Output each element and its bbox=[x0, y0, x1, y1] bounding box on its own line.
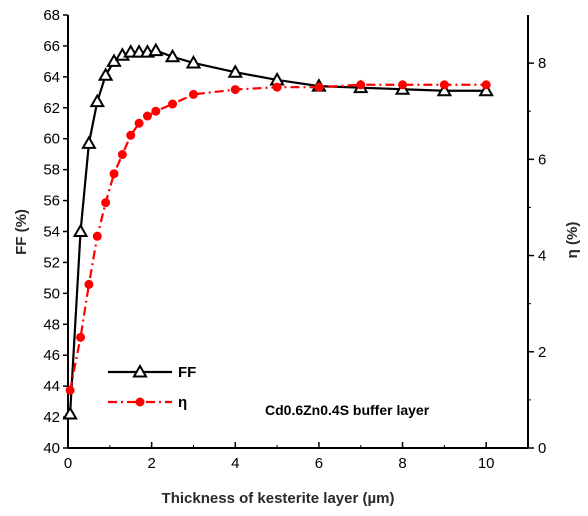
x-axis-label: Thickness of kesterite layer (µm) bbox=[162, 490, 395, 507]
y-right-tick-label: 0 bbox=[538, 440, 546, 457]
series-eta-point bbox=[481, 80, 491, 90]
series-ff-point bbox=[97, 67, 114, 81]
series-eta-point bbox=[76, 332, 86, 342]
series-ff-point bbox=[227, 64, 243, 78]
series-eta-point bbox=[65, 385, 75, 395]
series-ff-point bbox=[164, 48, 181, 63]
series-eta-point bbox=[92, 231, 102, 241]
series-eta-point bbox=[314, 82, 324, 92]
series-eta-point bbox=[134, 118, 144, 128]
y-left-tick-label: 46 bbox=[43, 347, 60, 364]
y-left-tick-label: 50 bbox=[43, 285, 60, 302]
y-left-tick-label: 44 bbox=[43, 378, 60, 395]
series-ff bbox=[62, 42, 494, 420]
series-eta-point bbox=[356, 80, 366, 90]
legend-label-ff: FF bbox=[178, 364, 196, 381]
y-axis-left-label: FF (%) bbox=[13, 209, 30, 255]
y-left-tick-label: 54 bbox=[43, 224, 60, 241]
series-eta-point bbox=[272, 82, 282, 92]
series-eta-point bbox=[439, 80, 449, 90]
series-eta-point bbox=[117, 150, 127, 160]
y-left-tick-label: 68 bbox=[43, 7, 60, 24]
series-eta bbox=[65, 80, 491, 395]
y-left-tick-label: 40 bbox=[43, 440, 60, 457]
series-ff-point bbox=[185, 54, 202, 69]
y-left-tick-label: 58 bbox=[43, 162, 60, 179]
series-eta-point bbox=[84, 279, 94, 289]
series-ff-line bbox=[68, 49, 487, 415]
series-eta-point bbox=[151, 106, 161, 116]
x-tick-label: 10 bbox=[478, 455, 495, 472]
series-ff-point bbox=[62, 405, 78, 420]
axes bbox=[67, 15, 529, 449]
series-ff-point bbox=[148, 42, 164, 57]
y-right-tick-label: 8 bbox=[538, 55, 546, 72]
legend-marker-ff bbox=[132, 363, 148, 378]
series-layer bbox=[62, 42, 494, 420]
series-ff-point bbox=[89, 93, 105, 108]
series-ff-point bbox=[81, 135, 97, 149]
x-tick-label: 0 bbox=[64, 455, 72, 472]
series-eta-point bbox=[398, 80, 408, 90]
series-ff-point bbox=[436, 82, 453, 97]
y-left-tick-label: 66 bbox=[43, 38, 60, 55]
x-tick-label: 2 bbox=[147, 455, 155, 472]
series-eta-line bbox=[69, 83, 487, 391]
y-left-tick-label: 56 bbox=[43, 193, 60, 210]
y-left-tick-label: 64 bbox=[43, 69, 60, 86]
y-left-tick-label: 62 bbox=[43, 100, 60, 117]
x-tick-label: 4 bbox=[231, 455, 239, 472]
series-eta-point bbox=[168, 99, 178, 109]
x-tick-label: 8 bbox=[398, 455, 406, 472]
series-ff-point bbox=[72, 223, 89, 237]
y-left-tick-label: 60 bbox=[43, 131, 60, 148]
series-eta-point bbox=[142, 111, 152, 121]
y-right-tick-label: 6 bbox=[538, 151, 546, 168]
legend-marker-eta bbox=[135, 397, 145, 407]
y-left-tick-label: 52 bbox=[43, 254, 60, 271]
legend-label-eta: η bbox=[178, 394, 187, 411]
ticks: 0 2 4 6 8 10404244464850525456586062646668024… bbox=[43, 7, 546, 472]
x-tick-label: 6 bbox=[315, 455, 323, 472]
y-right-tick-label: 4 bbox=[538, 248, 546, 265]
chart-annotation: Cd0.6Zn0.4S buffer layer bbox=[265, 402, 430, 418]
series-ff-point bbox=[478, 82, 494, 97]
series-eta-point bbox=[230, 85, 240, 95]
series-eta-point bbox=[126, 130, 136, 140]
y-left-tick-label: 48 bbox=[43, 316, 60, 333]
series-eta-point bbox=[109, 169, 119, 179]
series-eta-point bbox=[101, 198, 111, 208]
series-eta-point bbox=[188, 89, 198, 99]
y-axis-right-label: η (%) bbox=[564, 222, 581, 259]
legend: FF η bbox=[108, 363, 196, 411]
y-left-tick-label: 42 bbox=[43, 409, 60, 426]
y-right-tick-label: 2 bbox=[538, 344, 546, 361]
